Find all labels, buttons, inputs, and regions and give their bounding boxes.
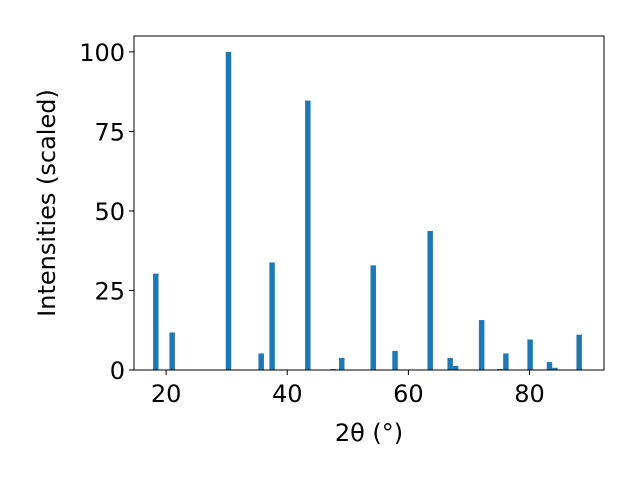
y-tick-label: 0 [110, 357, 125, 385]
plot-frame [133, 35, 605, 371]
bar [478, 320, 485, 370]
bar [392, 350, 398, 370]
bar [427, 230, 433, 370]
x-tick-label: 40 [272, 380, 303, 408]
bar [452, 365, 459, 370]
bar [339, 357, 345, 370]
y-axis-ticks: 0 25 50 75 100 [79, 39, 134, 385]
bar [576, 334, 582, 370]
bar [527, 339, 533, 370]
x-tick-label: 80 [514, 380, 545, 408]
bar [169, 332, 175, 370]
x-tick-label: 60 [393, 380, 424, 408]
y-tick-label: 50 [94, 198, 125, 226]
x-axis-ticks: 20 40 60 80 [151, 370, 545, 408]
bar [447, 357, 453, 370]
y-axis-title: Intensities (scaled) [33, 89, 61, 317]
x-tick-label: 20 [151, 380, 182, 408]
bar [503, 353, 509, 370]
x-axis-title: 2θ (°) [335, 419, 403, 447]
bar [370, 265, 376, 370]
y-tick-label: 75 [94, 118, 125, 146]
bar [269, 262, 275, 370]
bar [153, 273, 159, 370]
bar [546, 362, 553, 370]
bar [258, 353, 264, 370]
y-tick-label: 25 [94, 277, 125, 305]
bar [552, 367, 558, 370]
bars-group [153, 51, 582, 371]
bar [305, 100, 311, 370]
bar [225, 51, 232, 371]
y-tick-label: 100 [79, 39, 125, 67]
